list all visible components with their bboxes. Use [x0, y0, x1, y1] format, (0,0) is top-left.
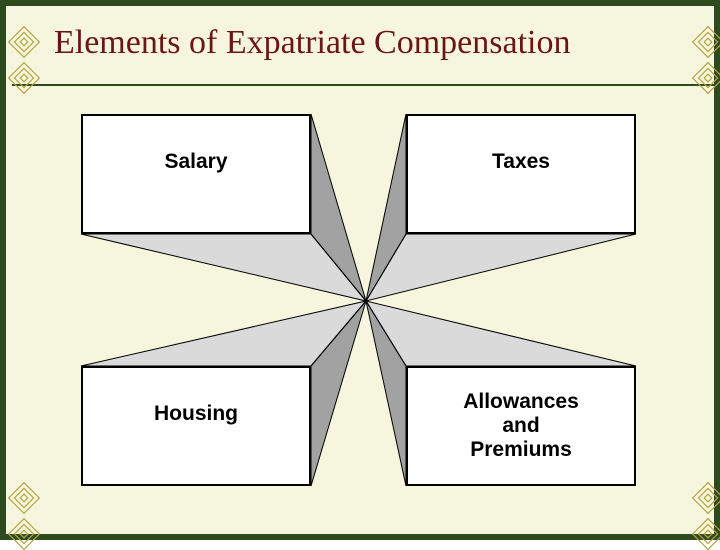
- box-housing: Housing: [81, 366, 311, 486]
- label-taxes: Taxes: [492, 150, 550, 174]
- label-allowances: AllowancesandPremiums: [463, 390, 579, 462]
- label-housing: Housing: [154, 402, 238, 426]
- label-salary: Salary: [164, 150, 227, 174]
- box-allowances: AllowancesandPremiums: [406, 366, 636, 486]
- box-taxes: Taxes: [406, 114, 636, 234]
- box-salary: Salary: [81, 114, 311, 234]
- slide: Elements of Expatriate Compensation Sala…: [0, 0, 720, 540]
